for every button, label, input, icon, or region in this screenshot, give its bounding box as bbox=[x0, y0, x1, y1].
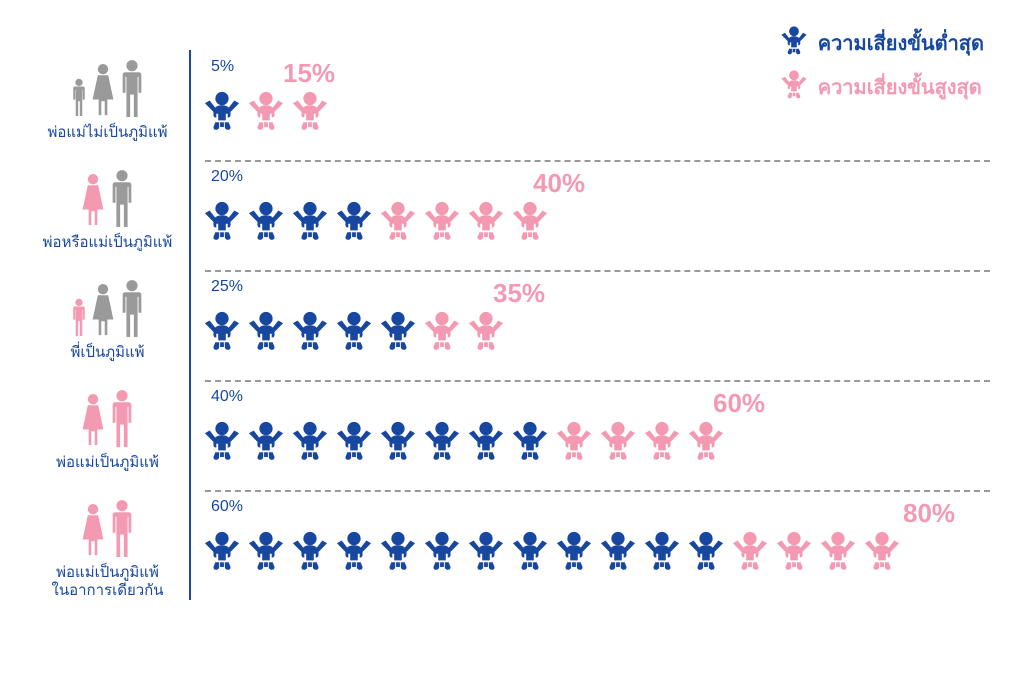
category-label: พ่อหรือแม่เป็นภูมิแพ้ bbox=[43, 234, 173, 252]
family-icons bbox=[80, 166, 136, 230]
family-icons bbox=[70, 56, 146, 120]
baby-icon bbox=[335, 310, 373, 356]
family-icons bbox=[70, 276, 146, 340]
category: พ่อแม่เป็นภูมิแพ้ในอาการเดียวกัน bbox=[30, 490, 185, 600]
chart: พ่อแม่ไม่เป็นภูมิแพ้ 5% 15% bbox=[30, 50, 990, 600]
baby-icon bbox=[511, 200, 549, 246]
baby-icon bbox=[643, 420, 681, 466]
baby-icon bbox=[203, 420, 241, 466]
babies-row bbox=[203, 90, 990, 136]
percentages: 40% 60% bbox=[203, 388, 990, 416]
baby-icon bbox=[379, 310, 417, 356]
baby-icon bbox=[335, 530, 373, 576]
category: พี่เป็นภูมิแพ้ bbox=[30, 270, 185, 362]
babies-row bbox=[203, 420, 990, 466]
row-data: 20% 40% bbox=[203, 160, 990, 246]
baby-icon bbox=[247, 90, 285, 136]
divider bbox=[189, 270, 191, 380]
baby-icon bbox=[687, 530, 725, 576]
pct-high: 15% bbox=[283, 58, 335, 89]
category-label: พ่อแม่เป็นภูมิแพ้ในอาการเดียวกัน bbox=[52, 564, 164, 600]
baby-icon bbox=[291, 90, 329, 136]
pct-high: 35% bbox=[493, 278, 545, 309]
baby-icon bbox=[203, 530, 241, 576]
babies-row bbox=[203, 530, 990, 576]
baby-icon bbox=[423, 200, 461, 246]
category: พ่อหรือแม่เป็นภูมิแพ้ bbox=[30, 160, 185, 252]
row-1: พ่อหรือแม่เป็นภูมิแพ้ 20% 40% bbox=[30, 160, 990, 270]
row-data: 40% 60% bbox=[203, 380, 990, 466]
baby-icon bbox=[291, 530, 329, 576]
pct-low: 5% bbox=[211, 58, 234, 76]
baby-icon bbox=[599, 530, 637, 576]
baby-icon bbox=[247, 420, 285, 466]
row-data: 60% 80% bbox=[203, 490, 990, 576]
pct-high: 40% bbox=[533, 168, 585, 199]
baby-icon bbox=[687, 420, 725, 466]
baby-icon bbox=[775, 530, 813, 576]
divider bbox=[189, 380, 191, 490]
baby-icon bbox=[379, 420, 417, 466]
divider bbox=[189, 50, 191, 160]
baby-icon bbox=[599, 420, 637, 466]
row-data: 5% 15% bbox=[203, 50, 990, 136]
category-label: พี่เป็นภูมิแพ้ bbox=[70, 344, 144, 362]
category: พ่อแม่ไม่เป็นภูมิแพ้ bbox=[30, 50, 185, 142]
baby-icon bbox=[291, 310, 329, 356]
family-icons bbox=[80, 386, 136, 450]
baby-icon bbox=[291, 200, 329, 246]
percentages: 5% 15% bbox=[203, 58, 990, 86]
baby-icon bbox=[467, 420, 505, 466]
percentages: 25% 35% bbox=[203, 278, 990, 306]
category-label: พ่อแม่เป็นภูมิแพ้ bbox=[56, 454, 159, 472]
pct-high: 80% bbox=[903, 498, 955, 529]
baby-icon bbox=[203, 200, 241, 246]
baby-icon bbox=[863, 530, 901, 576]
baby-icon bbox=[467, 530, 505, 576]
baby-icon bbox=[335, 200, 373, 246]
baby-icon bbox=[511, 420, 549, 466]
baby-icon bbox=[467, 310, 505, 356]
category: พ่อแม่เป็นภูมิแพ้ bbox=[30, 380, 185, 472]
baby-icon bbox=[423, 310, 461, 356]
baby-icon bbox=[555, 420, 593, 466]
percentages: 20% 40% bbox=[203, 168, 990, 196]
baby-icon bbox=[511, 530, 549, 576]
baby-icon bbox=[423, 420, 461, 466]
divider bbox=[189, 160, 191, 270]
baby-icon bbox=[423, 530, 461, 576]
pct-low: 20% bbox=[211, 168, 243, 186]
divider bbox=[189, 490, 191, 600]
percentages: 60% 80% bbox=[203, 498, 990, 526]
baby-icon bbox=[335, 420, 373, 466]
row-data: 25% 35% bbox=[203, 270, 990, 356]
baby-icon bbox=[555, 530, 593, 576]
baby-icon bbox=[467, 200, 505, 246]
category-label: พ่อแม่ไม่เป็นภูมิแพ้ bbox=[47, 124, 167, 142]
pct-low: 25% bbox=[211, 278, 243, 296]
row-4: พ่อแม่เป็นภูมิแพ้ในอาการเดียวกัน 60% 80% bbox=[30, 490, 990, 600]
baby-icon bbox=[379, 530, 417, 576]
baby-icon bbox=[731, 530, 769, 576]
pct-low: 60% bbox=[211, 498, 243, 516]
row-0: พ่อแม่ไม่เป็นภูมิแพ้ 5% 15% bbox=[30, 50, 990, 160]
pct-high: 60% bbox=[713, 388, 765, 419]
babies-row bbox=[203, 310, 990, 356]
baby-icon bbox=[379, 200, 417, 246]
baby-icon bbox=[203, 310, 241, 356]
baby-icon bbox=[819, 530, 857, 576]
family-icons bbox=[80, 496, 136, 560]
baby-icon bbox=[291, 420, 329, 466]
row-3: พ่อแม่เป็นภูมิแพ้ 40% 60% bbox=[30, 380, 990, 490]
row-2: พี่เป็นภูมิแพ้ 25% 35% bbox=[30, 270, 990, 380]
baby-icon bbox=[203, 90, 241, 136]
pct-low: 40% bbox=[211, 388, 243, 406]
baby-icon bbox=[247, 310, 285, 356]
baby-icon bbox=[247, 530, 285, 576]
babies-row bbox=[203, 200, 990, 246]
baby-icon bbox=[643, 530, 681, 576]
baby-icon bbox=[247, 200, 285, 246]
